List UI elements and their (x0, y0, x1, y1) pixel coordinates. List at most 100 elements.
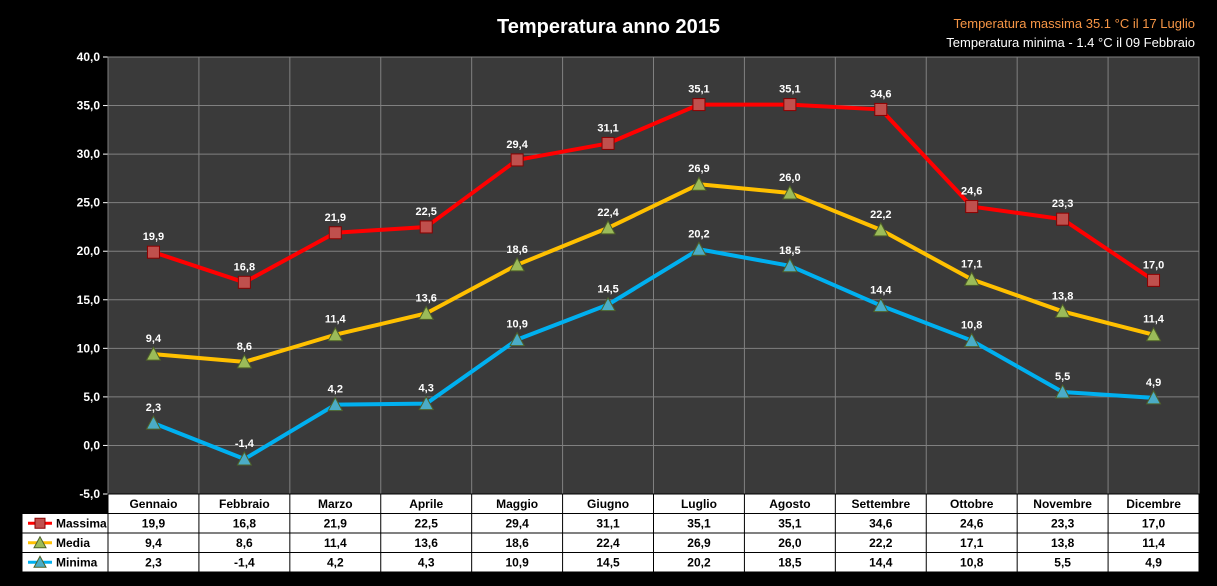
table-cell: 5,5 (1054, 555, 1071, 569)
x-category-label: Giugno (587, 497, 629, 511)
marker-media (782, 184, 798, 200)
marker-minima (1145, 389, 1162, 405)
table-cell: 20,2 (687, 555, 711, 569)
x-category-label: Maggio (496, 497, 538, 511)
data-label-minima: 18,5 (779, 245, 800, 257)
marker-media (600, 219, 616, 235)
table-cell: 4,2 (327, 555, 344, 569)
data-label-massima: 29,4 (506, 139, 528, 151)
y-tick-label: 5,0 (83, 390, 100, 404)
marker-media (1054, 303, 1071, 318)
table-cell: 23,3 (1051, 516, 1075, 530)
y-tick-label: 40,0 (77, 50, 101, 64)
data-label-massima: 34,6 (870, 88, 891, 100)
table-cell: 22,4 (596, 536, 620, 550)
x-category-label: Gennaio (129, 497, 177, 511)
data-label-massima: 35,1 (688, 84, 709, 96)
data-label-minima: 10,9 (506, 319, 527, 331)
min-temperature-note: Temperatura minima - 1.4 °C il 09 Febbra… (946, 35, 1195, 50)
data-label-massima: 16,8 (234, 261, 255, 273)
table-cell: 2,3 (145, 555, 162, 569)
table-cell: 19,9 (142, 516, 166, 530)
table-cell: 24,6 (960, 516, 984, 530)
marker-media (236, 353, 253, 369)
data-label-media: 9,4 (146, 333, 162, 345)
table-cell: 17,0 (1142, 516, 1166, 530)
y-tick-label: 20,0 (77, 244, 101, 258)
table-cell: 26,9 (687, 536, 711, 550)
marker-minima (691, 241, 707, 256)
x-category-label: Ottobre (950, 497, 994, 511)
marker-massima (328, 226, 342, 240)
marker-massima (874, 102, 888, 116)
table-cell: 10,9 (505, 555, 529, 569)
x-category-label: Novembre (1033, 497, 1092, 511)
data-label-massima: 22,5 (415, 206, 436, 218)
y-tick-label: 35,0 (77, 99, 101, 113)
data-label-minima: 14,4 (870, 285, 892, 297)
table-cell: 35,1 (778, 516, 802, 530)
data-label-media: 26,9 (688, 163, 709, 175)
data-label-media: 11,4 (1143, 314, 1165, 326)
marker-media (509, 256, 525, 272)
table-cell: 26,0 (778, 536, 802, 550)
y-tick-label: 15,0 (77, 293, 101, 307)
x-category-label: Agosto (769, 497, 810, 511)
max-temperature-note: Temperatura massima 35.1 °C il 17 Luglio (953, 16, 1195, 31)
series-group: 19,9 16,8 21,9 22,5 29,4 31,1 35,1 35,1 34,6 24,6… (143, 84, 1165, 466)
data-label-media: 22,4 (597, 207, 619, 219)
series-line-minima (152, 247, 1154, 462)
marker-minima (327, 396, 344, 412)
data-label-media: 18,6 (506, 244, 527, 256)
marker-media (691, 176, 707, 191)
marker-massima (1147, 273, 1161, 287)
data-label-media: 8,6 (237, 341, 252, 353)
marker-massima (783, 98, 797, 112)
x-category-label: Dicembre (1126, 497, 1181, 511)
x-category-label: Febbraio (219, 497, 270, 511)
y-tick-label: 25,0 (77, 196, 101, 210)
table-cell: 18,5 (778, 555, 802, 569)
data-label-minima: 4,9 (1146, 377, 1161, 389)
table-cell: 31,1 (596, 516, 620, 530)
legend-key-marker (33, 535, 47, 549)
x-category-label: Settembre (851, 497, 910, 511)
table-cell: 14,4 (869, 555, 893, 569)
y-tick-label: -5,0 (79, 487, 100, 501)
marker-massima (510, 153, 524, 167)
data-label-minima: 14,5 (597, 284, 618, 296)
marker-minima (145, 415, 162, 430)
data-label-minima: 20,2 (688, 228, 709, 240)
table-cell: 4,9 (1145, 555, 1162, 569)
table-cell: 13,8 (1051, 536, 1075, 550)
x-category-label: Marzo (318, 497, 353, 511)
data-label-minima: 10,8 (961, 320, 982, 332)
marker-massima (601, 136, 615, 150)
table-cell: 35,1 (687, 516, 711, 530)
marker-massima (419, 220, 433, 234)
table-body (21, 513, 1200, 573)
marker-media (145, 346, 162, 361)
data-label-massima: 21,9 (325, 212, 346, 224)
marker-minima (1054, 383, 1071, 399)
marker-massima (1056, 212, 1070, 226)
marker-minima (600, 296, 616, 312)
table-cell: 9,4 (145, 536, 162, 550)
chart-title: Temperatura anno 2015 (496, 16, 721, 38)
data-label-minima: -1,4 (235, 438, 255, 450)
table-cell: 14,5 (596, 555, 620, 569)
table-cell: 16,8 (233, 516, 257, 530)
marker-minima (418, 395, 435, 411)
data-label-media: 13,6 (415, 292, 436, 304)
marker-minima (236, 450, 253, 466)
legend-key-marker (33, 555, 47, 568)
marker-massima (692, 98, 706, 112)
data-label-massima: 19,9 (143, 231, 164, 243)
table-cell: 22,2 (869, 536, 893, 550)
table-cell: 34,6 (869, 516, 893, 530)
table-cell: 8,6 (236, 536, 253, 550)
data-label-media: 17,1 (961, 258, 982, 270)
series-line-media (153, 182, 1155, 364)
data-label-media: 26,0 (779, 172, 800, 184)
